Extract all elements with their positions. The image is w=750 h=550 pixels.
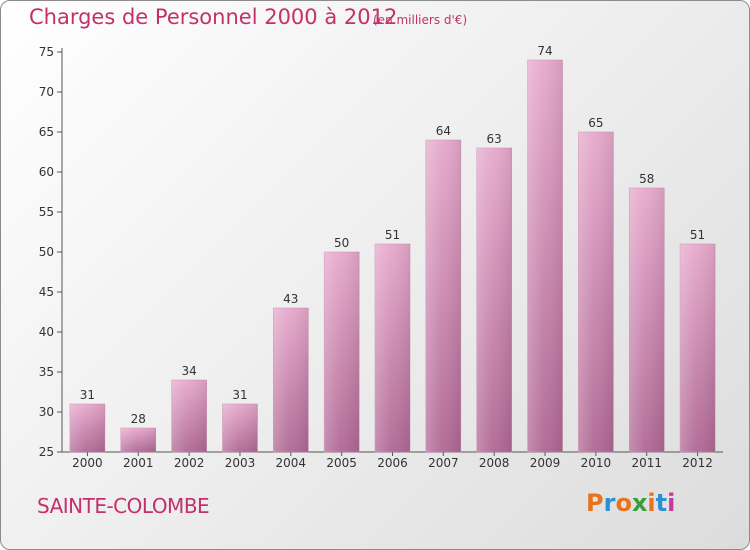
logo-letter: o bbox=[615, 489, 632, 517]
logo-letter: i bbox=[667, 489, 676, 517]
data-label: 51 bbox=[690, 228, 705, 242]
y-tick-label: 45 bbox=[39, 285, 54, 299]
x-tick-label: 2004 bbox=[276, 456, 307, 470]
logo-letter: i bbox=[647, 489, 656, 517]
y-tick-label: 30 bbox=[39, 405, 54, 419]
data-label: 31 bbox=[232, 388, 247, 402]
data-labels: 31 28 34 31 43 50 51 64 63 74 65 58 51 bbox=[80, 44, 705, 426]
data-label: 34 bbox=[181, 364, 196, 378]
bar-shine bbox=[629, 188, 665, 452]
bar-shine bbox=[476, 148, 512, 452]
data-label: 74 bbox=[537, 44, 552, 58]
y-tick-label: 35 bbox=[39, 365, 54, 379]
chart-subtitle: (en milliers d'€) bbox=[373, 13, 468, 27]
bar-shine bbox=[171, 380, 207, 452]
x-tick-label: 2008 bbox=[479, 456, 510, 470]
x-tick-label: 2000 bbox=[72, 456, 103, 470]
x-tick-label: 2007 bbox=[428, 456, 459, 470]
logo-letter: x bbox=[631, 489, 648, 517]
x-tick-label: 2011 bbox=[631, 456, 662, 470]
bar-shine bbox=[120, 428, 156, 452]
x-tick-label: 2010 bbox=[581, 456, 612, 470]
bar-shine bbox=[578, 132, 614, 452]
logo-letter: P bbox=[586, 489, 604, 517]
x-tick-label: 2009 bbox=[530, 456, 561, 470]
bar-shine bbox=[273, 308, 309, 452]
proxiti-logo: Proxiti bbox=[586, 489, 675, 517]
bars bbox=[69, 59, 716, 453]
y-tick-label: 70 bbox=[39, 85, 54, 99]
logo-letter: t bbox=[655, 489, 668, 517]
x-tick-label: 2006 bbox=[377, 456, 408, 470]
logo-letter: r bbox=[603, 489, 616, 517]
bar-shine bbox=[680, 244, 716, 452]
y-tick-label: 25 bbox=[39, 445, 54, 459]
tick-labels: 25 30 35 40 45 50 55 60 65 70 75 2000 2001 2002 2003 20… bbox=[39, 45, 713, 470]
data-label: 64 bbox=[436, 124, 451, 138]
data-label: 28 bbox=[131, 412, 146, 426]
x-tick-label: 2005 bbox=[326, 456, 357, 470]
bar-shine bbox=[527, 60, 563, 452]
commune-name: SAINTE-COLOMBE bbox=[37, 494, 210, 518]
y-tick-label: 50 bbox=[39, 245, 54, 259]
x-tick-label: 2003 bbox=[225, 456, 256, 470]
y-tick-label: 40 bbox=[39, 325, 54, 339]
bar-shine bbox=[69, 404, 105, 452]
data-label: 50 bbox=[334, 236, 349, 250]
y-tick-label: 55 bbox=[39, 205, 54, 219]
x-tick-label: 2001 bbox=[123, 456, 154, 470]
data-label: 58 bbox=[639, 172, 654, 186]
bar-shine bbox=[222, 404, 258, 452]
data-label: 31 bbox=[80, 388, 95, 402]
y-tick-label: 60 bbox=[39, 165, 54, 179]
data-label: 43 bbox=[283, 292, 298, 306]
y-tick-label: 75 bbox=[39, 45, 54, 59]
x-tick-label: 2002 bbox=[174, 456, 205, 470]
chart-title: Charges de Personnel 2000 à 2012 bbox=[29, 5, 398, 29]
bar-shine bbox=[375, 244, 410, 452]
data-label: 63 bbox=[487, 132, 502, 146]
data-label: 65 bbox=[588, 116, 603, 130]
data-label: 51 bbox=[385, 228, 400, 242]
y-tick-label: 65 bbox=[39, 125, 54, 139]
bar-shine bbox=[324, 252, 360, 452]
x-tick-label: 2012 bbox=[682, 456, 713, 470]
bar-shine bbox=[425, 140, 461, 452]
